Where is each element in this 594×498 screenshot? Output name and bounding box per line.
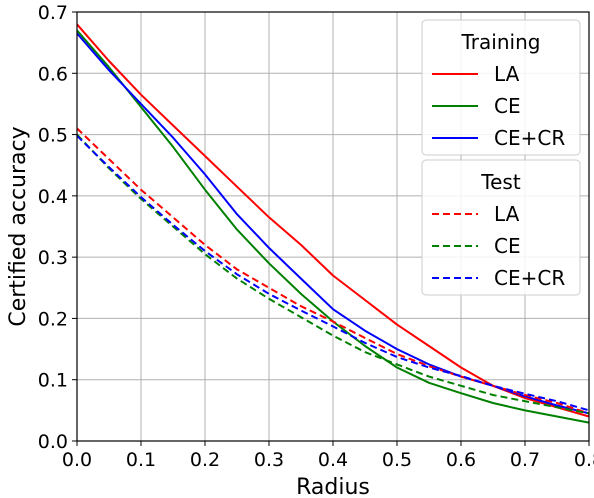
legend-training: Training LA CE CE+CR [421,19,581,156]
y-axis-label: Certified accuracy [6,126,31,326]
series-line-test-ce [76,133,590,415]
y-tick-label: 0.0 [38,431,68,453]
x-tick-label: 0.8 [574,449,594,471]
x-tick-label: 0.2 [190,449,220,471]
y-tick-label: 0.2 [38,308,68,330]
x-tick-label: 0.7 [510,449,540,471]
y-tick-label: 0.7 [38,2,68,24]
legend-training-label: CE [494,94,521,118]
x-tick-label: 0.1 [126,449,156,471]
y-tick-label: 0.3 [38,247,68,269]
legend-training-label: LA [494,62,520,86]
legend-training-label: CE+CR [494,126,565,150]
x-axis-label: Radius [296,475,370,498]
x-tick-label: 0.5 [382,449,412,471]
legend-test-title: Test [480,170,521,194]
legend-test-box [421,159,581,296]
x-tick-label: 0.6 [446,449,476,471]
legend-training-title: Training [461,30,541,54]
x-tick-label: 0.3 [254,449,284,471]
legend-test-label: LA [494,202,520,226]
series-line-test-ce-plus-cr [76,135,590,412]
x-tick-label: 0.0 [62,449,92,471]
y-tick-label: 0.6 [38,63,68,85]
legend-layer: Training LA CE CE+CR Test LA CE CE+CR [421,19,581,296]
legend-test: Test LA CE CE+CR [421,159,581,296]
series-line-test-la [76,127,590,415]
y-tick-label: 0.5 [38,125,68,147]
y-tick-label: 0.1 [38,370,68,392]
tick-layer: 0.0 0.1 0.2 0.3 0.4 0.5 0.6 0.7 0.8 0.0 0.1 0.2 0.3 0… [38,2,594,471]
y-tick-label: 0.4 [38,186,68,208]
series-layer [76,23,590,424]
legend-training-box [421,19,581,156]
legend-test-label: CE+CR [494,266,565,290]
x-tick-label: 0.4 [318,449,348,471]
legend-test-label: CE [494,234,521,258]
